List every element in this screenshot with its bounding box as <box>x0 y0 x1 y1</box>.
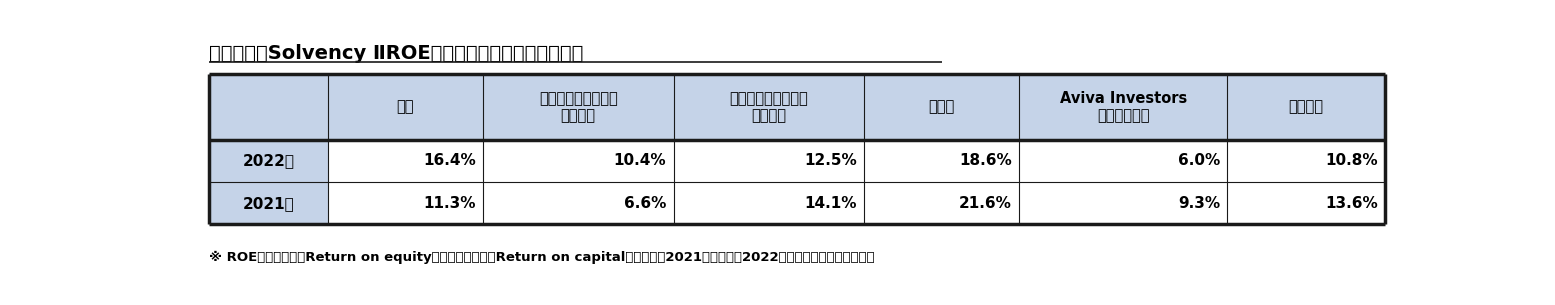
Text: 21.6%: 21.6% <box>959 196 1012 211</box>
Text: 10.8%: 10.8% <box>1325 153 1378 168</box>
Bar <box>1227 140 1386 182</box>
Bar <box>208 74 328 140</box>
Text: 9.3%: 9.3% <box>1177 196 1221 211</box>
Text: Aviva Investors
（資産管理）: Aviva Investors （資産管理） <box>1059 91 1186 123</box>
Bar <box>1227 182 1386 224</box>
Bar <box>482 140 673 182</box>
Text: 11.3%: 11.3% <box>423 196 476 211</box>
Text: 6.6%: 6.6% <box>624 196 667 211</box>
Bar <box>673 182 865 224</box>
Bar <box>482 74 673 140</box>
Text: 国際投資: 国際投資 <box>1289 99 1323 114</box>
Bar <box>208 182 328 224</box>
Text: 英国／アイルランド
（損保）: 英国／アイルランド （損保） <box>729 91 809 123</box>
Bar <box>328 74 482 140</box>
Bar <box>865 140 1019 182</box>
Bar <box>208 140 328 182</box>
Bar <box>865 74 1019 140</box>
Text: 16.4%: 16.4% <box>423 153 476 168</box>
Text: 18.6%: 18.6% <box>959 153 1012 168</box>
Bar <box>1019 182 1227 224</box>
Text: 2021年: 2021年 <box>243 196 294 211</box>
Text: 6.0%: 6.0% <box>1177 153 1221 168</box>
Text: ※ ROEは、全体は「Return on equity」、それ以外は「Return on capital」、なお、2021年の数値は2022年ベースに修正された: ※ ROEは、全体は「Return on equity」、それ以外は「Retur… <box>208 251 874 264</box>
Bar <box>1019 74 1227 140</box>
Bar <box>1227 74 1386 140</box>
Text: 13.6%: 13.6% <box>1325 196 1378 211</box>
Bar <box>482 182 673 224</box>
Text: 2022年: 2022年 <box>243 153 294 168</box>
Bar <box>328 182 482 224</box>
Text: 全体: 全体 <box>397 99 414 114</box>
Text: 12.5%: 12.5% <box>804 153 857 168</box>
Text: 10.4%: 10.4% <box>614 153 667 168</box>
Text: 14.1%: 14.1% <box>804 196 857 211</box>
Text: 英国／アイルランド
（生保）: 英国／アイルランド （生保） <box>540 91 617 123</box>
Text: 保険事業のSolvency ⅡROE（資本収益率）の地域別状況: 保険事業のSolvency ⅡROE（資本収益率）の地域別状況 <box>208 44 583 63</box>
Bar <box>328 140 482 182</box>
Bar <box>1019 140 1227 182</box>
Text: カナダ: カナダ <box>928 99 955 114</box>
Bar <box>673 74 865 140</box>
Bar <box>865 182 1019 224</box>
Bar <box>673 140 865 182</box>
